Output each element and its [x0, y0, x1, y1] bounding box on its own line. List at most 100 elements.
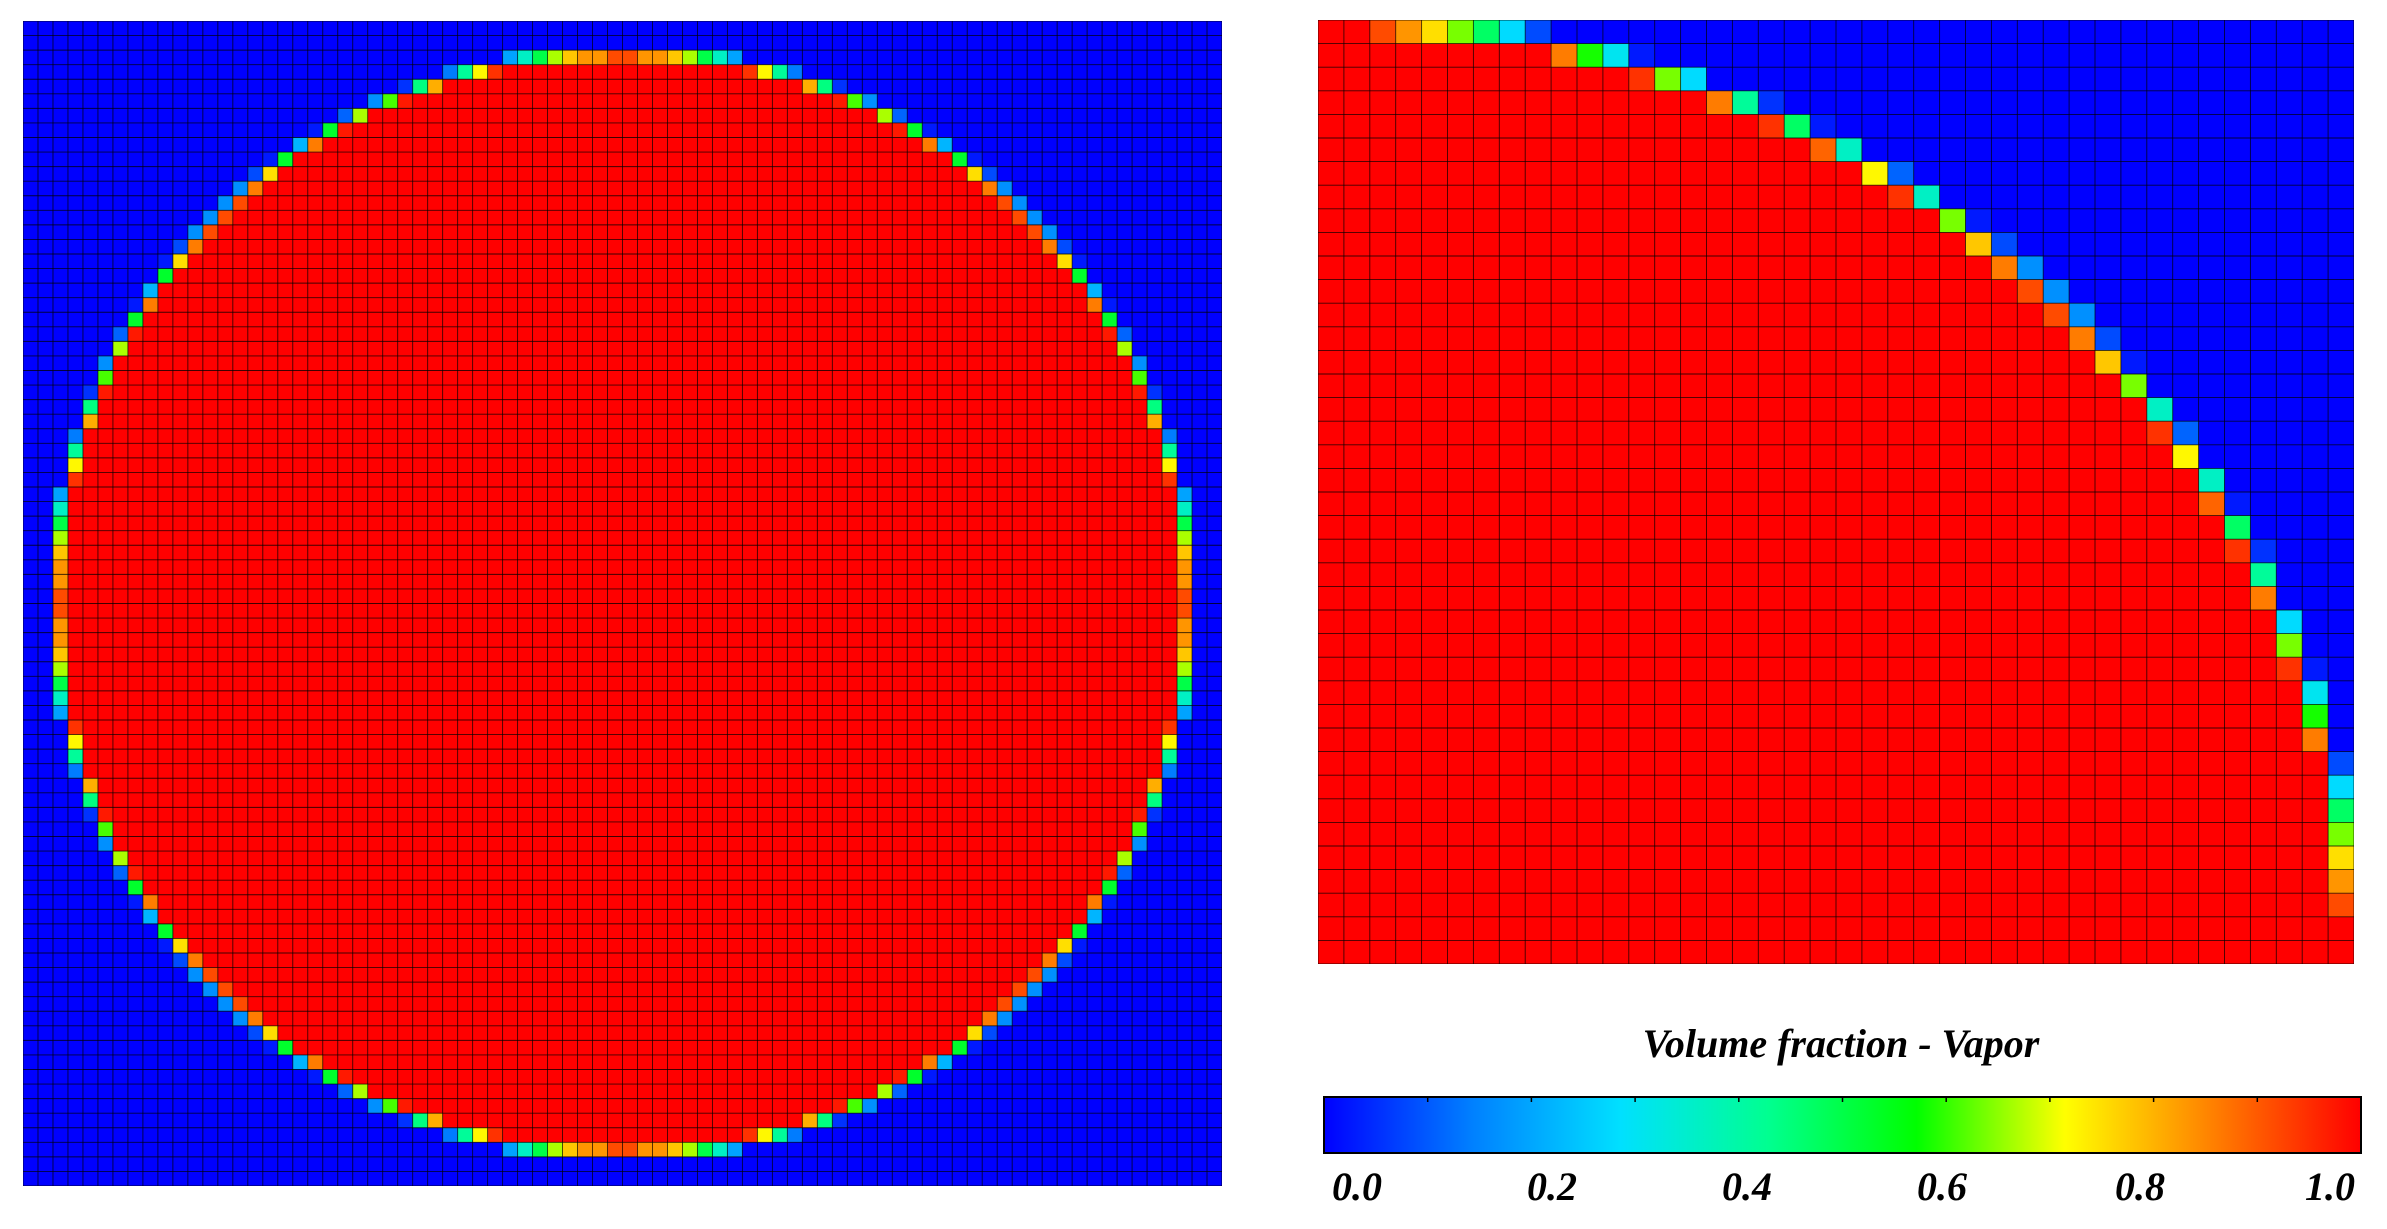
grid-cell — [397, 93, 413, 109]
grid-cell — [652, 428, 668, 444]
grid-cell — [817, 399, 833, 415]
grid-cell — [562, 807, 578, 823]
grid-cell — [562, 894, 578, 910]
grid-cell — [697, 487, 713, 502]
grid-cell — [952, 79, 968, 95]
grid-cell — [847, 516, 863, 531]
grid-cell — [577, 341, 593, 357]
grid-cell — [217, 516, 234, 531]
grid-cell — [412, 472, 428, 488]
grid-cell — [67, 836, 84, 852]
grid-cell — [877, 690, 893, 706]
grid-cell — [667, 618, 683, 633]
grid-cell — [23, 501, 39, 517]
grid-cell — [832, 297, 848, 313]
grid-cell — [637, 821, 653, 837]
grid-cell — [697, 501, 713, 517]
grid-cell — [187, 399, 204, 415]
grid-cell — [1117, 326, 1133, 342]
grid-cell — [112, 501, 129, 517]
grid-cell — [922, 734, 938, 750]
grid-cell — [922, 545, 938, 561]
grid-cell — [622, 210, 638, 226]
grid-cell — [427, 749, 443, 764]
grid-cell — [262, 341, 279, 357]
grid-cell — [142, 79, 159, 95]
grid-cell — [367, 778, 383, 794]
grid-cell — [817, 807, 833, 823]
grid-cell — [502, 880, 518, 896]
grid-cell — [457, 909, 473, 925]
grid-cell — [517, 676, 533, 692]
grid-cell — [217, 530, 234, 546]
grid-cell — [37, 734, 54, 750]
grid-cell — [502, 50, 518, 65]
grid-cell — [1072, 778, 1088, 794]
grid-cell — [82, 865, 99, 881]
grid-cell — [1087, 64, 1103, 80]
grid-cell — [457, 501, 473, 517]
grid-cell — [757, 487, 773, 502]
grid-cell — [832, 21, 848, 36]
grid-cell — [772, 457, 788, 473]
grid-cell — [142, 545, 159, 561]
grid-cell — [67, 821, 84, 837]
grid-cell — [877, 618, 893, 633]
grid-cell — [1042, 122, 1058, 138]
grid-cell — [487, 181, 503, 197]
grid-cell — [202, 181, 219, 197]
grid-cell — [292, 399, 309, 415]
grid-cell — [1192, 166, 1208, 182]
grid-cell — [337, 880, 354, 896]
grid-cell — [757, 734, 773, 750]
grid-cell — [277, 370, 294, 386]
grid-cell — [1027, 690, 1043, 706]
grid-cell — [1072, 457, 1088, 473]
grid-cell — [1102, 618, 1118, 633]
grid-cell — [1192, 720, 1208, 735]
grid-cell — [112, 64, 129, 80]
grid-cell — [382, 93, 398, 109]
grid-cell — [787, 763, 803, 779]
grid-cell — [97, 749, 114, 764]
grid-cell — [772, 516, 788, 531]
grid-cell — [517, 661, 533, 677]
grid-cell — [1072, 851, 1088, 866]
grid-cell — [427, 93, 443, 109]
grid-cell — [697, 210, 713, 226]
grid-cell — [1027, 152, 1043, 167]
grid-cell — [307, 851, 324, 866]
grid-cell — [67, 341, 84, 357]
grid-cell — [922, 326, 938, 342]
grid-cell — [172, 122, 189, 138]
grid-cell — [1057, 166, 1073, 182]
grid-cell — [457, 763, 473, 779]
grid-cell — [292, 501, 309, 517]
grid-cell — [1117, 894, 1133, 910]
grid-cell — [397, 181, 413, 197]
grid-cell — [772, 734, 788, 750]
grid-cell — [997, 705, 1013, 721]
grid-cell — [982, 79, 998, 95]
grid-cell — [697, 79, 713, 95]
grid-cell — [772, 370, 788, 386]
grid-cell — [502, 923, 518, 939]
grid-cell — [172, 355, 189, 371]
grid-cell — [727, 749, 743, 764]
grid-cell — [877, 283, 893, 298]
grid-cell — [472, 690, 488, 706]
grid-cell — [652, 195, 668, 211]
grid-cell — [52, 559, 69, 575]
grid-cell — [982, 690, 998, 706]
grid-cell — [532, 647, 548, 663]
grid-cell — [292, 865, 309, 881]
grid-cell — [682, 64, 698, 80]
grid-cell — [1177, 865, 1193, 881]
grid-cell — [277, 501, 294, 517]
grid-cell — [172, 501, 189, 517]
grid-cell — [1132, 399, 1148, 415]
grid-cell — [1192, 603, 1208, 619]
grid-cell — [97, 690, 114, 706]
grid-cell — [667, 676, 683, 692]
grid-cell — [712, 297, 728, 313]
